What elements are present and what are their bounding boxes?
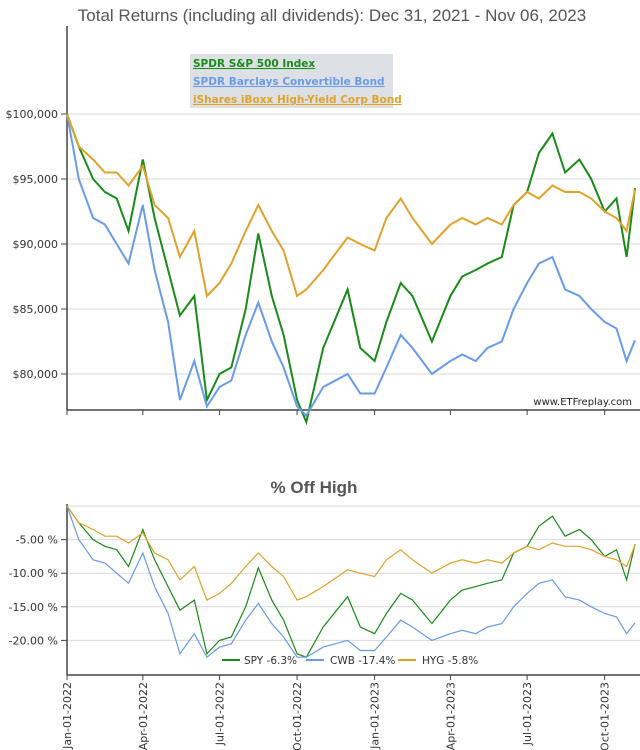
y-tick-label: -10.00 %: [9, 567, 58, 580]
x-tick-label: Jan-01-2022: [61, 682, 74, 750]
drawdown-line-hyg: [66, 505, 636, 601]
legend-hyg-change: -5.8%: [448, 655, 478, 667]
chart-title: Total Returns (including all dividends):…: [78, 6, 586, 25]
legend-box: SPDR S&P 500 Index SPDR Barclays Convert…: [190, 54, 402, 108]
legend-cwb-change: -17.4%: [358, 655, 395, 667]
x-tick-label: Jul-01-2023: [521, 682, 534, 746]
x-tick-label: Jan-01-2023: [369, 682, 382, 750]
x-tick-label: Apr-01-2023: [444, 682, 457, 750]
x-tick-label: Oct-01-2023: [599, 682, 612, 750]
watermark: www.ETFreplay.com: [533, 397, 632, 408]
x-tick-label: Oct-01-2022: [291, 682, 304, 750]
series-line-hyg: [66, 113, 636, 299]
legend-cwb[interactable]: SPDR Barclays Convertible Bond: [193, 76, 385, 88]
legend-spy[interactable]: SPDR S&P 500 Index: [193, 58, 315, 70]
legend-hyg[interactable]: iShares iBoxx High-Yield Corp Bond: [193, 94, 402, 106]
legend-spy-change: -6.3%: [267, 655, 297, 667]
y-tick-label: -20.00 %: [9, 634, 58, 647]
svg-text:HYG -5.8%: HYG -5.8%: [422, 655, 478, 667]
drawdown-legend: SPY -6.3% CWB -17.4% HYG -5.8%: [222, 655, 478, 667]
x-tick-label: Apr-01-2022: [137, 682, 150, 750]
legend-cwb-label: CWB: [330, 655, 355, 667]
drawdown-line-cwb: [66, 505, 636, 659]
drawdown-title: % Off High: [271, 478, 358, 497]
svg-text:SPY -6.3%: SPY -6.3%: [244, 655, 297, 667]
y-tick-label: $90,000: [13, 238, 59, 251]
series-line-cwb: [66, 113, 636, 418]
series-line-spy: [66, 113, 636, 426]
drawdown-line-spy: [66, 505, 636, 658]
x-tick-label: Jul-01-2022: [214, 682, 227, 746]
legend-spy-label: SPY: [244, 655, 264, 667]
y-tick-label: $80,000: [13, 368, 59, 381]
y-tick-label: -5.00 %: [16, 534, 58, 547]
y-tick-label: -15.00 %: [9, 601, 58, 614]
y-tick-label: $95,000: [13, 173, 59, 186]
svg-text:CWB -17.4%: CWB -17.4%: [330, 655, 395, 667]
y-tick-label: $100,000: [6, 108, 59, 121]
y-tick-label: $85,000: [13, 303, 59, 316]
legend-hyg-label: HYG: [422, 655, 444, 667]
